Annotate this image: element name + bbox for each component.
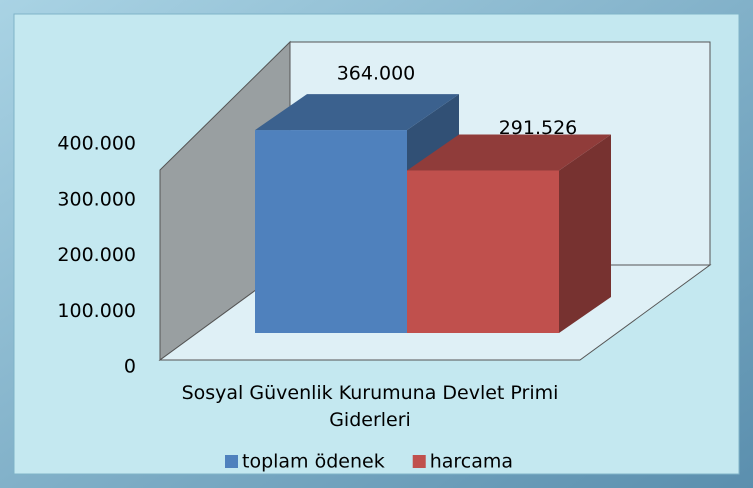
legend-label: toplam ödenek	[242, 451, 385, 473]
data-label: 364.000	[337, 63, 416, 85]
y-tick-label: 0	[124, 356, 136, 378]
legend-label: harcama	[430, 451, 513, 473]
bar-top	[255, 94, 459, 131]
legend-swatch	[412, 455, 426, 468]
bar-side	[559, 134, 611, 333]
category-label: Sosyal Güvenlik Kurumuna Devlet Primi Gi…	[181, 382, 559, 431]
data-label: 291.526	[499, 117, 578, 139]
y-tick-label: 100.000	[57, 300, 136, 322]
y-tick-label: 300.000	[57, 188, 136, 210]
legend-swatch	[225, 455, 238, 468]
bar	[407, 170, 559, 333]
y-tick-label: 200.000	[57, 244, 136, 266]
bar-top	[407, 134, 611, 171]
bar	[255, 130, 407, 333]
y-tick-label: 400.000	[57, 133, 136, 155]
